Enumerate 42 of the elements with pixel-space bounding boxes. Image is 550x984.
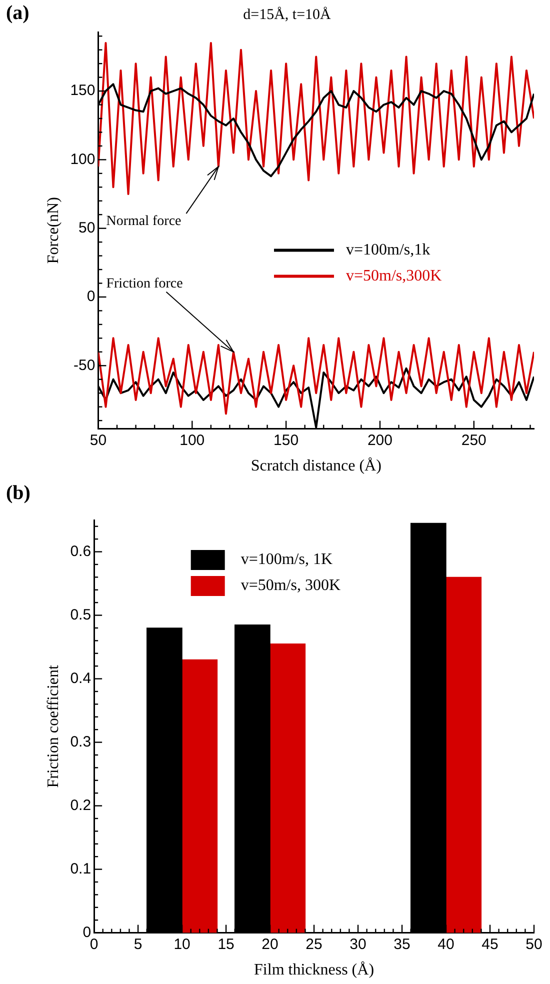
x-tick-label: 250 — [461, 432, 486, 449]
y-tick-label: 0.2 — [70, 796, 92, 814]
x-tick-label: 150 — [274, 432, 299, 449]
x-tick-label: 100 — [180, 432, 205, 449]
legend-label: v=100m/s, 1K — [240, 551, 333, 568]
x-tick-label: 5 — [134, 936, 142, 953]
y-tick-label: 0.6 — [70, 542, 92, 560]
bar — [270, 644, 306, 933]
y-tick-label: 0.1 — [70, 860, 92, 878]
y-tick-label: 0.4 — [70, 670, 92, 687]
text: (a) — [6, 2, 30, 24]
x-tick-label: 15 — [218, 936, 234, 953]
y-axis-title: Force(nN) — [44, 197, 62, 264]
y-tick-label: -50 — [74, 356, 96, 374]
bar — [446, 576, 482, 933]
text: (b) — [6, 482, 30, 504]
x-tick-label: 25 — [306, 936, 322, 953]
x-tick-label: 200 — [367, 432, 392, 449]
y-tick-label: 0.3 — [70, 733, 92, 750]
chart-title: d=15Å, t=10Å — [243, 6, 332, 23]
annotation: Normal force — [106, 214, 182, 230]
y-tick-label: 100 — [70, 150, 96, 168]
x-tick-label: 10 — [174, 936, 190, 953]
y-tick-label: 0 — [86, 288, 96, 306]
x-tick-label: 45 — [482, 936, 498, 953]
x-tick-label: 30 — [350, 936, 366, 953]
y-axis-title: Friction coefficient — [44, 664, 62, 788]
y-tick-label: 150 — [70, 82, 96, 100]
y-tick-label: 0 — [82, 924, 92, 941]
legend-label: v=100m/s,1k — [346, 241, 430, 258]
x-tick-label: 35 — [394, 936, 410, 953]
legend-label: v=50m/s, 300K — [240, 577, 341, 594]
x-axis-title: Scratch distance (Å) — [250, 456, 382, 475]
x-axis-title: Film thickness (Å) — [254, 960, 374, 979]
x-tick-label: 40 — [438, 936, 454, 953]
y-tick-label: 50 — [78, 219, 96, 236]
y-tick-label: 0.5 — [70, 606, 92, 624]
annotation: Friction force — [106, 276, 183, 292]
bar — [182, 659, 218, 933]
legend-label: v=50m/s,300K — [346, 267, 442, 284]
x-tick-label: 20 — [262, 936, 278, 953]
x-tick-label: 50 — [526, 936, 542, 953]
